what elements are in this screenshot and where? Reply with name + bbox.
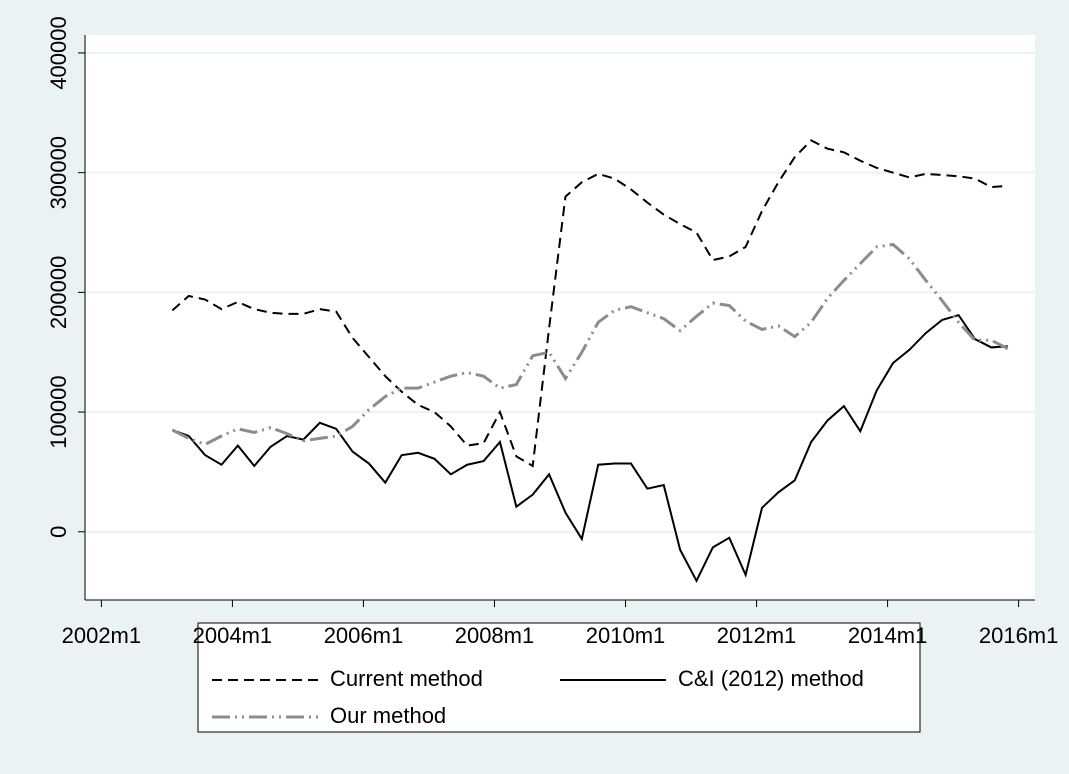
series-line [171,242,1009,447]
x-tick-label: 2012m1 [717,623,797,648]
y-tick-label: 400000 [46,16,71,89]
x-tick-label: 2008m1 [455,623,535,648]
y-tick-label: 300000 [46,136,71,209]
x-tick-label: 2002m1 [62,623,142,648]
x-tick-label: 2016m1 [979,623,1059,648]
y-tick-label: 200000 [46,256,71,329]
y-tick-label: 100000 [46,375,71,448]
x-tick-label: 2014m1 [848,623,928,648]
legend-label: Current method [330,666,483,691]
plot-area [85,35,1035,600]
y-tick-label: 0 [46,526,71,538]
x-tick-label: 2010m1 [586,623,666,648]
x-tick-label: 2004m1 [193,623,273,648]
x-tick-label: 2006m1 [324,623,404,648]
legend-box [197,622,921,733]
legend-label: C&I (2012) method [678,666,864,691]
legend-label: Our method [330,703,446,728]
series-line [172,313,1008,584]
series-line [171,139,1008,468]
